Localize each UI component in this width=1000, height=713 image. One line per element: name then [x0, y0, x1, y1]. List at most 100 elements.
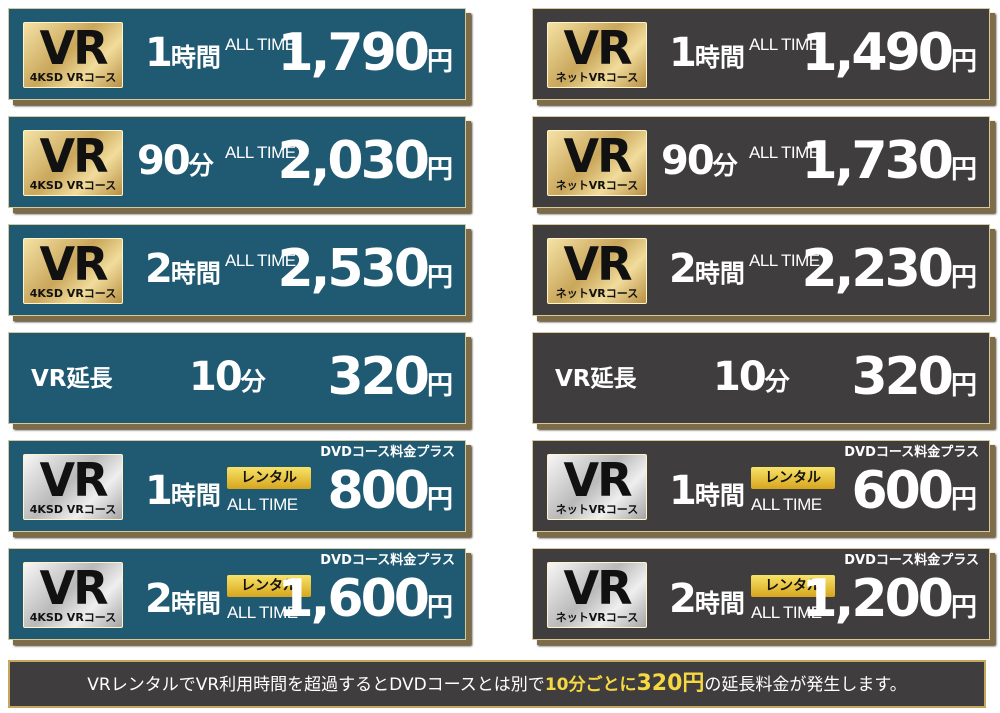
price: 1,200円: [802, 571, 978, 636]
all-time-label: ALL TIME: [749, 35, 820, 54]
badge-title: VR: [39, 561, 108, 615]
price-card: VR ネットVRコース 90分 ALL TIME 1,730円: [532, 116, 990, 208]
price: 1,790円: [278, 25, 454, 90]
price: 1,600円: [278, 571, 454, 636]
badge-course: 4KSD VRコース: [29, 287, 117, 300]
price-card: VR 4KSD VRコース 2時間 レンタル ALL TIME DVDコース料金プラス 1,…: [8, 548, 466, 640]
course-badge: VR 4KSD VRコース: [23, 22, 123, 88]
price-card: VR ネットVRコース 2時間 ALL TIME 2,230円: [532, 224, 990, 316]
price-unit: 円: [950, 155, 977, 185]
badge-title: VR: [563, 561, 632, 615]
badge-title: VR: [39, 21, 108, 75]
all-time-label: ALL TIME: [227, 495, 298, 514]
price: 320円: [851, 349, 977, 414]
price-number: 800: [327, 461, 430, 521]
price: 1,730円: [802, 133, 978, 198]
price-number: 1,790: [277, 23, 430, 83]
price-card: VR ネットVRコース 2時間 レンタル ALL TIME DVDコース料金プラス 1,20…: [532, 548, 990, 640]
price-unit: 円: [950, 371, 977, 401]
price-unit: 円: [950, 47, 977, 77]
rental-tag: レンタル: [751, 467, 835, 489]
duration-number: 10: [189, 354, 243, 400]
duration-unit: 時間: [170, 43, 221, 72]
price-number: 320: [851, 347, 954, 407]
duration-number: 1: [669, 30, 697, 76]
duration: 2時間: [669, 247, 745, 296]
duration-unit: 時間: [170, 259, 221, 288]
duration: 2時間: [669, 577, 745, 626]
duration: 90分: [137, 139, 214, 188]
duration: 2時間: [145, 247, 221, 296]
duration: 1時間: [669, 31, 745, 80]
price-unit: 円: [426, 485, 453, 515]
price: 320円: [327, 349, 453, 414]
badge-title: VR: [563, 237, 632, 291]
price: 2,530円: [278, 241, 454, 306]
notice-text: VRレンタルでVR利用時間を超過するとDVDコースとは別で: [87, 675, 545, 695]
course-badge: VR 4KSD VRコース: [23, 130, 123, 196]
extension-title: VR延長: [31, 366, 113, 392]
all-time-label: ALL TIME: [751, 495, 822, 514]
course-badge: VR ネットVRコース: [547, 562, 647, 628]
duration-number: 2: [669, 576, 697, 622]
duration: 2時間: [145, 577, 221, 626]
price: 800円: [327, 463, 453, 528]
notice-text: 10分ごとに: [544, 675, 637, 695]
price-note: DVDコース料金プラス: [844, 445, 979, 460]
badge-course: 4KSD VRコース: [29, 71, 117, 84]
price-note: DVDコース料金プラス: [320, 445, 455, 460]
badge-course: ネットVRコース: [555, 71, 639, 84]
all-time-label: ALL TIME: [751, 603, 822, 622]
badge-title: VR: [39, 237, 108, 291]
price-number: 600: [851, 461, 954, 521]
duration-unit: 時間: [694, 43, 745, 72]
notice-bar: VRレンタルでVR利用時間を超過するとDVDコースとは別で10分ごとに320円の…: [8, 660, 986, 708]
price-number: 1,730: [801, 131, 954, 191]
notice-text: の延長料金が発生します。: [704, 675, 907, 695]
duration-unit: 分: [712, 151, 738, 180]
price: 2,230円: [802, 241, 978, 306]
rental-tag: レンタル: [227, 575, 311, 597]
price-card: VR延長 10分 320円: [8, 332, 466, 424]
all-time-label: ALL TIME: [227, 603, 298, 622]
duration: 1時間: [669, 469, 745, 518]
duration-unit: 時間: [694, 589, 745, 618]
price-card: VR 4KSD VRコース 1時間 レンタル ALL TIME DVDコース料金プラス 80…: [8, 440, 466, 532]
badge-title: VR: [39, 453, 108, 507]
duration-number: 90: [137, 138, 191, 184]
duration-number: 2: [145, 246, 173, 292]
duration-unit: 時間: [694, 259, 745, 288]
badge-course: 4KSD VRコース: [29, 611, 117, 624]
extension-title: VR延長: [555, 366, 637, 392]
badge-course: ネットVRコース: [555, 611, 639, 624]
duration: 90分: [661, 139, 738, 188]
price-unit: 円: [426, 47, 453, 77]
price-unit: 円: [950, 485, 977, 515]
duration-unit: 時間: [170, 589, 221, 618]
price-card: VR 4KSD VRコース 2時間 ALL TIME 2,530円: [8, 224, 466, 316]
notice-text: 320円: [636, 671, 705, 696]
price-note: DVDコース料金プラス: [844, 553, 979, 568]
badge-course: ネットVRコース: [555, 503, 639, 516]
price-card: VR 4KSD VRコース 1時間 ALL TIME 1,790円: [8, 8, 466, 100]
badge-course: 4KSD VRコース: [29, 503, 117, 516]
rental-tag: レンタル: [751, 575, 835, 597]
badge-title: VR: [563, 21, 632, 75]
price-number: 2,230: [801, 239, 954, 299]
all-time-label: ALL TIME: [225, 35, 296, 54]
badge-course: 4KSD VRコース: [29, 179, 117, 192]
badge-course: ネットVRコース: [555, 287, 639, 300]
all-time-label: ALL TIME: [749, 143, 820, 162]
duration: 1時間: [145, 31, 221, 80]
price-card: VR延長 10分 320円: [532, 332, 990, 424]
price-unit: 円: [426, 155, 453, 185]
course-badge: VR ネットVRコース: [547, 454, 647, 520]
badge-title: VR: [39, 129, 108, 183]
all-time-label: ALL TIME: [225, 251, 296, 270]
duration-unit: 時間: [694, 481, 745, 510]
duration: 10分: [189, 355, 266, 404]
duration-number: 1: [145, 468, 173, 514]
badge-title: VR: [563, 453, 632, 507]
price-unit: 円: [950, 263, 977, 293]
